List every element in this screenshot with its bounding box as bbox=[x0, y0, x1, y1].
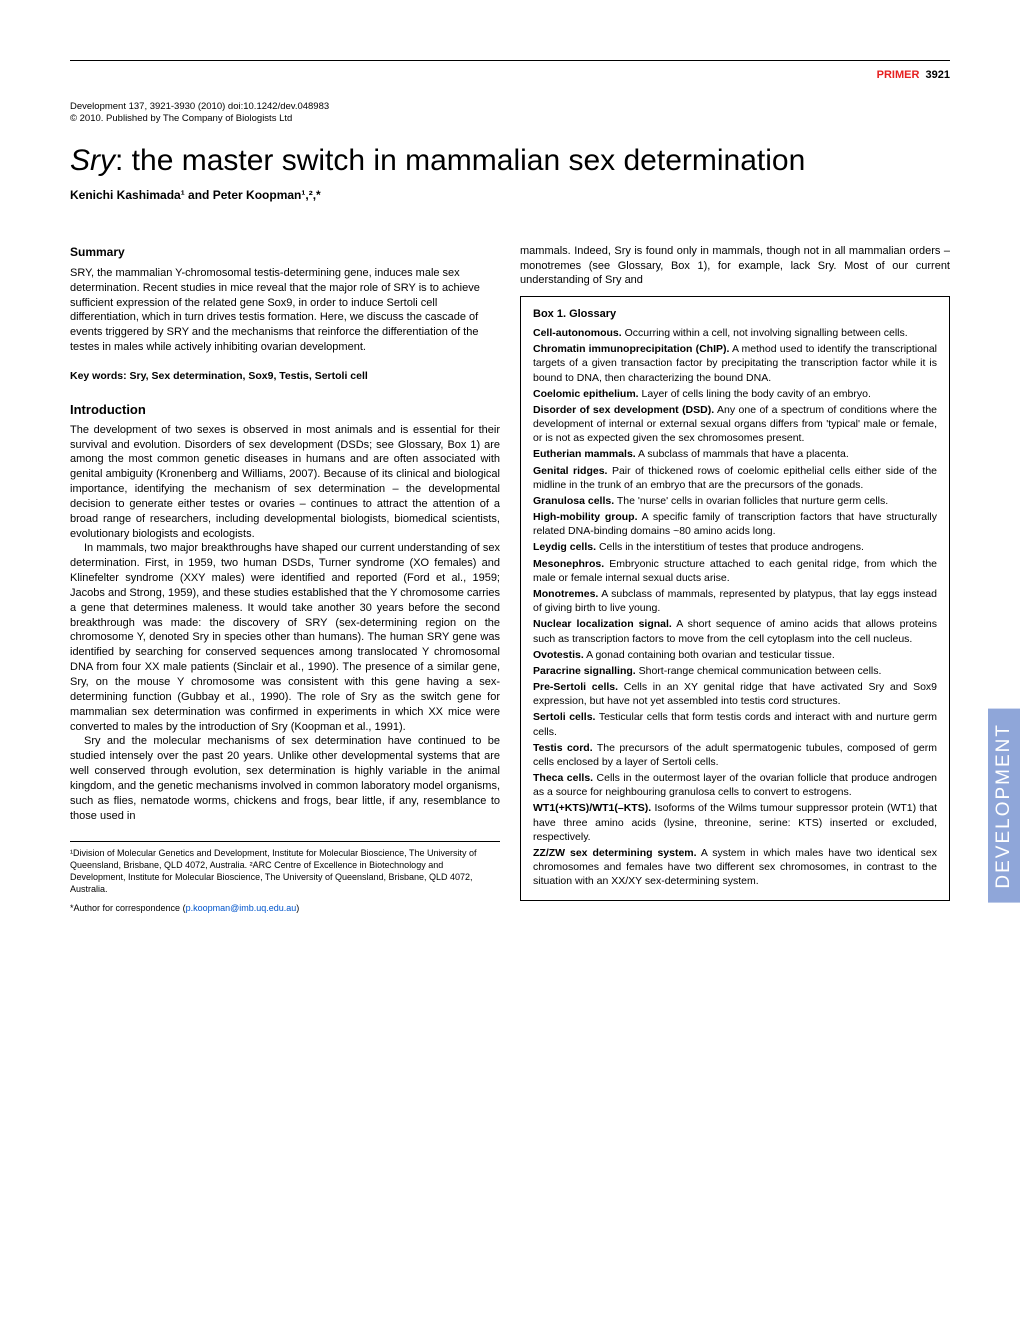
left-column: Summary SRY, the mammalian Y-chromosomal… bbox=[70, 244, 500, 923]
glossary-entry: Testis cord. The precursors of the adult… bbox=[533, 741, 937, 769]
corresp-close: ) bbox=[296, 903, 299, 913]
glossary-entry: High-mobility group. A specific family o… bbox=[533, 510, 937, 538]
glossary-entry: Disorder of sex development (DSD). Any o… bbox=[533, 403, 937, 446]
summary-heading: Summary bbox=[70, 244, 500, 260]
intro-p1: The development of two sexes is observed… bbox=[70, 423, 500, 542]
copyright-line: © 2010. Published by The Company of Biol… bbox=[70, 113, 950, 125]
affiliations: ¹Division of Molecular Genetics and Deve… bbox=[70, 848, 500, 895]
section-label: PRIMER bbox=[877, 69, 920, 81]
summary-text: SRY, the mammalian Y-chromosomal testis-… bbox=[70, 266, 500, 355]
glossary-entry: Mesonephros. Embryonic structure attache… bbox=[533, 557, 937, 585]
journal-side-tab: DEVELOPMENT bbox=[988, 709, 1020, 903]
glossary-entry: Ovotestis. A gonad containing both ovari… bbox=[533, 648, 937, 662]
glossary-entry: Genital ridges. Pair of thickened rows o… bbox=[533, 464, 937, 492]
correspondence: *Author for correspondence (p.koopman@im… bbox=[70, 903, 500, 915]
article-title: Sry: the master switch in mammalian sex … bbox=[70, 144, 950, 178]
glossary-entry: Monotremes. A subclass of mammals, repre… bbox=[533, 587, 937, 615]
glossary-entry: Granulosa cells. The 'nurse' cells in ov… bbox=[533, 494, 937, 508]
glossary-entry: ZZ/ZW sex determining system. A system i… bbox=[533, 846, 937, 889]
glossary-entry: WT1(+KTS)/WT1(–KTS). Isoforms of the Wil… bbox=[533, 801, 937, 844]
corresp-label: *Author for correspondence ( bbox=[70, 903, 186, 913]
glossary-entry: Chromatin immunoprecipitation (ChIP). A … bbox=[533, 342, 937, 385]
glossary-entry: Eutherian mammals. A subclass of mammals… bbox=[533, 447, 937, 461]
page-header: PRIMER 3921 bbox=[70, 60, 950, 81]
box-title: Box 1. Glossary bbox=[533, 307, 937, 322]
intro-p3: Sry and the molecular mechanisms of sex … bbox=[70, 734, 500, 823]
title-italic: Sry bbox=[70, 144, 115, 177]
glossary-entry: Pre-Sertoli cells. Cells in an XY genita… bbox=[533, 680, 937, 708]
authors: Kenichi Kashimada¹ and Peter Koopman¹,²,… bbox=[70, 188, 950, 202]
right-column: mammals. Indeed, Sry is found only in ma… bbox=[520, 244, 950, 923]
footnote-block: ¹Division of Molecular Genetics and Deve… bbox=[70, 841, 500, 914]
intro-heading: Introduction bbox=[70, 401, 500, 419]
glossary-entry: Sertoli cells. Testicular cells that for… bbox=[533, 710, 937, 738]
intro-continuation: mammals. Indeed, Sry is found only in ma… bbox=[520, 244, 950, 289]
glossary-entry: Cell-autonomous. Occurring within a cell… bbox=[533, 326, 937, 340]
citation-line: Development 137, 3921-3930 (2010) doi:10… bbox=[70, 101, 950, 113]
glossary-entries: Cell-autonomous. Occurring within a cell… bbox=[533, 326, 937, 888]
glossary-entry: Paracrine signalling. Short-range chemic… bbox=[533, 664, 937, 678]
glossary-entry: Nuclear localization signal. A short seq… bbox=[533, 617, 937, 645]
glossary-entry: Theca cells. Cells in the outermost laye… bbox=[533, 771, 937, 799]
glossary-entry: Leydig cells. Cells in the interstitium … bbox=[533, 540, 937, 554]
intro-p2: In mammals, two major breakthroughs have… bbox=[70, 541, 500, 734]
citation-meta: Development 137, 3921-3930 (2010) doi:10… bbox=[70, 101, 950, 126]
keywords: Key words: Sry, Sex determination, Sox9,… bbox=[70, 369, 500, 383]
intro-body: The development of two sexes is observed… bbox=[70, 423, 500, 824]
glossary-entry: Coelomic epithelium. Layer of cells lini… bbox=[533, 387, 937, 401]
intro-cont-p: mammals. Indeed, Sry is found only in ma… bbox=[520, 244, 950, 289]
title-rest: : the master switch in mammalian sex det… bbox=[115, 144, 805, 177]
page-number: 3921 bbox=[926, 69, 950, 81]
glossary-box: Box 1. Glossary Cell-autonomous. Occurri… bbox=[520, 296, 950, 901]
corresp-email[interactable]: p.koopman@imb.uq.edu.au bbox=[186, 903, 297, 913]
